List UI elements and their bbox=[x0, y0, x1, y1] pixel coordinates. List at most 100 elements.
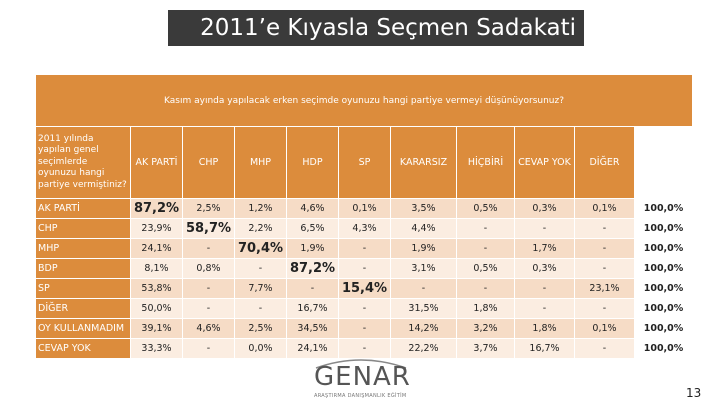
table-cell: 24,1% bbox=[286, 338, 339, 359]
table-cell: 0,5% bbox=[456, 198, 515, 219]
table-cell: - bbox=[514, 298, 575, 319]
column-header: KARARSIZ bbox=[390, 126, 457, 199]
table-cell: 4,4% bbox=[390, 218, 457, 239]
table-cell: 50,0% bbox=[130, 298, 183, 319]
row-label: SP bbox=[35, 278, 131, 299]
table-cell: - bbox=[456, 278, 515, 299]
row-label: CEVAP YOK bbox=[35, 338, 131, 359]
table-cell: 2,2% bbox=[234, 218, 287, 239]
table-cell: 1,8% bbox=[514, 318, 575, 339]
table-cell: - bbox=[234, 258, 287, 279]
table-cell: 23,9% bbox=[130, 218, 183, 239]
table-row: OY KULLANMADIM 39,1% 4,6% 2,5% 34,5% -14,2% 3,… bbox=[35, 318, 694, 339]
table-cell: - bbox=[182, 298, 235, 319]
table-cell: - bbox=[182, 338, 235, 359]
row-label: BDP bbox=[35, 258, 131, 279]
table-cell: 15,4% bbox=[338, 278, 391, 299]
table-cell: 0,1% bbox=[338, 198, 391, 219]
table-cell: - bbox=[514, 278, 575, 299]
row-total: 100,0% bbox=[633, 238, 694, 259]
table-row: SP 53,8% -7,7% -15,4% - - -23,1% 100,0% bbox=[35, 278, 694, 299]
row-label: MHP bbox=[35, 238, 131, 259]
table-cell: - bbox=[234, 298, 287, 319]
table-cell: 3,2% bbox=[456, 318, 515, 339]
table-cell: - bbox=[574, 338, 635, 359]
table-cell: 3,1% bbox=[390, 258, 457, 279]
table-cell: - bbox=[574, 298, 635, 319]
table-cell: 2,5% bbox=[182, 198, 235, 219]
table-cell: 31,5% bbox=[390, 298, 457, 319]
table-cell: 58,7% bbox=[182, 218, 235, 239]
table-cell: 2,5% bbox=[234, 318, 287, 339]
table-cell: 3,5% bbox=[390, 198, 457, 219]
table-row: BDP 8,1% 0,8% -87,2% -3,1% 0,5% 0,3% -100,0% bbox=[35, 258, 694, 279]
row-label: AK PARTİ bbox=[35, 198, 131, 219]
row-label: OY KULLANMADIM bbox=[35, 318, 131, 339]
column-header: CEVAP YOK bbox=[514, 126, 575, 199]
table-cell: 1,8% bbox=[456, 298, 515, 319]
table-row: CHP 23,9% 58,7% 2,2% 6,5% 4,3% 4,4% - - -100,0% bbox=[35, 218, 694, 239]
table-cell: - bbox=[390, 278, 457, 299]
table-cell: 39,1% bbox=[130, 318, 183, 339]
row-label: DİĞER bbox=[35, 298, 131, 319]
column-header: HİÇBİRİ bbox=[456, 126, 515, 199]
column-header: HDP bbox=[286, 126, 339, 199]
column-header-row: 2011 yılında yapılan genel seçimlerde oy… bbox=[35, 126, 694, 199]
table-cell: 16,7% bbox=[514, 338, 575, 359]
table-row: CEVAP YOK 33,3% -0,0% 24,1% -22,2% 3,7% 16,7% -… bbox=[35, 338, 694, 359]
row-total: 100,0% bbox=[633, 298, 694, 319]
table-cell: - bbox=[456, 218, 515, 239]
table-cell: 16,7% bbox=[286, 298, 339, 319]
table-cell: - bbox=[338, 258, 391, 279]
table-cell: 0,3% bbox=[514, 258, 575, 279]
table-cell: - bbox=[574, 218, 635, 239]
table-cell: 0,5% bbox=[456, 258, 515, 279]
column-header: CHP bbox=[182, 126, 235, 199]
logo-tagline: ARAŞTIRMA DANIŞMANLIK EĞİTİM bbox=[314, 393, 407, 399]
table-cell: 87,2% bbox=[286, 258, 339, 279]
row-total: 100,0% bbox=[633, 198, 694, 219]
table-cell: 33,3% bbox=[130, 338, 183, 359]
table-cell: 53,8% bbox=[130, 278, 183, 299]
genar-logo: GENAR ARAŞTIRMA DANIŞMANLIK EĞİTİM bbox=[300, 359, 450, 402]
column-header: MHP bbox=[234, 126, 287, 199]
table-cell: 1,9% bbox=[390, 238, 457, 259]
table-cell: - bbox=[456, 238, 515, 259]
table-cell: - bbox=[574, 258, 635, 279]
table-cell: 14,2% bbox=[390, 318, 457, 339]
logo-wordmark: GENAR bbox=[314, 362, 411, 392]
row-total: 100,0% bbox=[633, 338, 694, 359]
total-header-blank bbox=[633, 126, 694, 199]
column-header: DİĞER bbox=[574, 126, 635, 199]
question-header-row: Kasım ayında yapılacak erken seçimde oyu… bbox=[34, 74, 694, 127]
table-cell: 1,7% bbox=[514, 238, 575, 259]
table-cell: 6,5% bbox=[286, 218, 339, 239]
table-cell: 4,6% bbox=[182, 318, 235, 339]
table-cell: 8,1% bbox=[130, 258, 183, 279]
table-cell: 23,1% bbox=[574, 278, 635, 299]
table-cell: - bbox=[338, 338, 391, 359]
logo-arc-icon bbox=[315, 359, 407, 369]
table-cell: - bbox=[286, 278, 339, 299]
row-total: 100,0% bbox=[633, 218, 694, 239]
slide-title: 2011’e Kıyasla Seçmen Sadakati bbox=[168, 10, 584, 46]
table-cell: 22,2% bbox=[390, 338, 457, 359]
table-cell: 4,3% bbox=[338, 218, 391, 239]
column-header: SP bbox=[338, 126, 391, 199]
row-total: 100,0% bbox=[633, 258, 694, 279]
table-cell: 1,2% bbox=[234, 198, 287, 219]
table-row: DİĞER 50,0% - -16,7% -31,5% 1,8% - -100,0% bbox=[35, 298, 694, 319]
column-header: AK PARTİ bbox=[130, 126, 183, 199]
table-cell: - bbox=[338, 318, 391, 339]
table-cell: 87,2% bbox=[130, 198, 183, 219]
table-cell: - bbox=[574, 238, 635, 259]
table-row: AK PARTİ 87,2% 2,5% 1,2% 4,6% 0,1% 3,5% 0,5% 0,3… bbox=[35, 198, 694, 219]
table-cell: 0,1% bbox=[574, 318, 635, 339]
row-total: 100,0% bbox=[633, 318, 694, 339]
table-row: MHP 24,1% -70,4% 1,9% -1,9% -1,7% -100,0% bbox=[35, 238, 694, 259]
table-cell: - bbox=[338, 298, 391, 319]
table-cell: 70,4% bbox=[234, 238, 287, 259]
table-cell: 24,1% bbox=[130, 238, 183, 259]
table-cell: 3,7% bbox=[456, 338, 515, 359]
table-cell: - bbox=[514, 218, 575, 239]
